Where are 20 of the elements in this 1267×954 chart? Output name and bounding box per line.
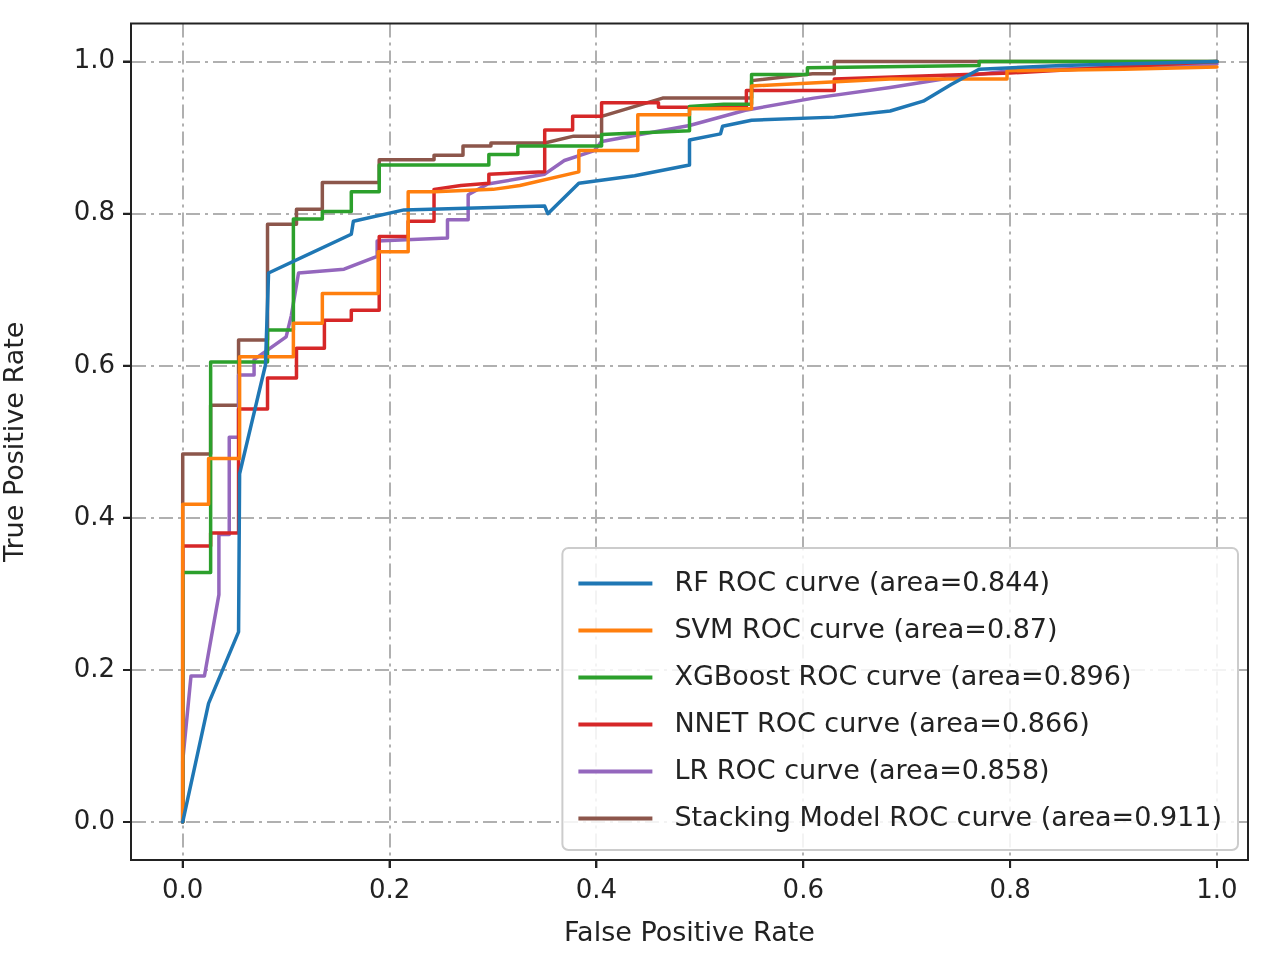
- legend-label: LR ROC curve (area=0.858): [674, 753, 1050, 785]
- x-tick-label: 1.0: [1196, 874, 1238, 905]
- y-tick-label: 1.0: [73, 44, 115, 75]
- legend-label: XGBoost ROC curve (area=0.896): [674, 659, 1132, 691]
- y-tick-label: 0.4: [73, 500, 115, 531]
- y-tick-label: 0.8: [73, 196, 115, 227]
- y-tick-label: 0.2: [73, 652, 115, 683]
- x-tick-label: 0.8: [989, 874, 1031, 905]
- x-tick-label: 0.4: [575, 874, 618, 905]
- y-axis-title: True Positive Rate: [0, 321, 30, 564]
- y-tick-label: 0.0: [73, 804, 115, 835]
- y-tick-label: 0.6: [73, 348, 115, 379]
- x-axis-title: False Positive Rate: [564, 915, 815, 947]
- legend-label: SVM ROC curve (area=0.87): [674, 612, 1058, 644]
- x-tick-label: 0.2: [368, 874, 411, 905]
- legend-label: RF ROC curve (area=0.844): [674, 565, 1051, 597]
- x-tick-label: 0.6: [782, 874, 824, 905]
- legend-label: Stacking Model ROC curve (area=0.911): [674, 800, 1222, 832]
- legend-label: NNET ROC curve (area=0.866): [674, 706, 1090, 738]
- x-tick-label: 0.0: [162, 874, 204, 905]
